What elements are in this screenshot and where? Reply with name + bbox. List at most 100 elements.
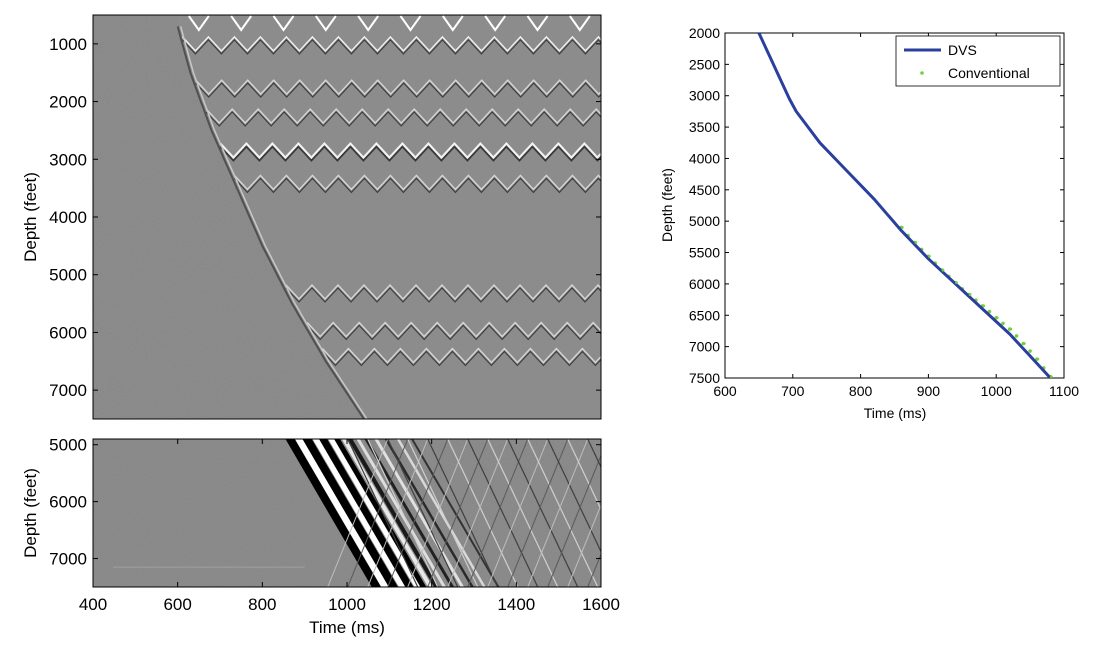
top-reflector-dark: [195, 82, 601, 98]
bottom-late-arrival: [367, 439, 439, 587]
right-panel-series: [757, 33, 1053, 378]
bottom-wavefront-stripe: [347, 439, 439, 587]
top-y-tick-label: 1000: [49, 35, 87, 54]
top-surface-chevron: [357, 15, 379, 32]
top-reflector-light: [205, 107, 601, 125]
bottom-late-arrival: [347, 439, 409, 587]
right-y-tick-label: 3500: [689, 119, 720, 135]
bottom-x-tick-label: 1400: [497, 595, 535, 614]
top-surface-chevron: [569, 15, 591, 32]
legend: DVS Conventional: [895, 35, 1061, 87]
top-reflector-light: [306, 321, 601, 338]
bottom-wavefront-stripe: [312, 439, 406, 587]
top-reflector-dark: [233, 177, 601, 194]
top-first-break-curve: [176, 26, 365, 419]
bottom-late-arrival: [347, 439, 419, 587]
bottom-wavefront-stripe: [341, 439, 433, 587]
right-y-tick-label: 4000: [689, 150, 720, 166]
top-reflector-light: [321, 347, 601, 364]
top-reflector-dark: [181, 39, 601, 55]
top-first-break-highlight: [179, 26, 368, 419]
bottom-late-arrival: [407, 439, 479, 587]
top-surface-chevron: [399, 15, 422, 32]
bottom-late-arrival: [467, 439, 539, 587]
conventional-point-overlay: [928, 254, 931, 258]
top-y-tick-label: 5000: [49, 266, 87, 285]
bottom-wavefront-stripe: [396, 439, 486, 587]
conventional-point: [1028, 349, 1032, 353]
conventional-point-overlay: [1050, 375, 1053, 378]
top-reflector-light: [181, 35, 601, 52]
conventional-point-overlay: [941, 268, 945, 272]
bottom-late-arrival: [327, 439, 389, 587]
conventional-point: [987, 309, 992, 314]
top-seismic-panel: 1000 2000 3000 4000 5000 6000 7000 Depth (feet…: [21, 14, 602, 420]
bottom-late-arrival: [447, 439, 509, 587]
bottom-late-arrival: [648, 439, 718, 587]
bottom-late-arrival: [527, 439, 589, 587]
dvs-line: [757, 33, 1052, 378]
top-surface-chevron: [230, 15, 252, 32]
right-x-ticks: 600 700 800 900 1000 1100: [713, 33, 1079, 399]
conventional-point-overlay: [968, 293, 972, 296]
right-y-tick-label: 3000: [689, 88, 720, 104]
bottom-late-arrival: [487, 439, 559, 587]
conventional-point-overlay: [995, 316, 999, 320]
right-panel-frame: [724, 32, 1065, 379]
right-y-ticks: 2000 2500 3000 3500 4000 4500 5000 5500 6000 6500…: [689, 25, 1064, 386]
conventional-point-overlay: [1022, 342, 1026, 345]
right-y-tick-label: 6500: [689, 307, 720, 323]
bottom-late-arrival: [567, 503, 601, 587]
bottom-wavefront-stripe: [285, 439, 382, 587]
bottom-x-tick-label: 400: [79, 595, 107, 614]
bottom-late-arrival: [487, 439, 549, 587]
conventional-point-overlay: [1009, 327, 1013, 331]
bottom-late-arrival: [407, 439, 469, 587]
conventional-point-overlay: [1036, 357, 1040, 361]
right-y-tick-label: 5500: [689, 245, 720, 261]
bottom-x-tick-label: 1000: [328, 595, 366, 614]
bottom-x-tick-label: 800: [248, 595, 276, 614]
bottom-late-arrival: [387, 439, 459, 587]
bottom-late-arrival: [668, 439, 738, 587]
bottom-late-arrival: [648, 439, 708, 587]
top-y-tick-label: 6000: [49, 323, 87, 342]
top-surface-chevron: [442, 15, 464, 32]
bottom-late-arrival: [567, 439, 601, 511]
top-surface-chevron: [188, 15, 210, 32]
legend-box: [895, 35, 1061, 87]
right-x-tick-label: 1000: [981, 383, 1012, 399]
bottom-wavefront-stripe: [356, 439, 447, 587]
bottom-wavefront-stripe: [295, 439, 390, 587]
conventional-point-overlay: [914, 241, 918, 244]
right-x-axis-label: Time (ms): [864, 405, 926, 421]
top-y-ticks: 1000 2000 3000 4000 5000 6000 7000: [49, 35, 601, 400]
bottom-x-tick-label: 600: [163, 595, 191, 614]
bottom-y-tick-label: 5000: [49, 436, 87, 455]
right-y-tick-label: 5000: [689, 213, 720, 229]
bottom-late-arrival: [427, 439, 499, 587]
top-y-tick-label: 3000: [49, 150, 87, 169]
bottom-late-arrival: [507, 439, 579, 587]
right-y-tick-label: 2500: [689, 56, 720, 72]
bottom-late-arrival: [628, 439, 698, 587]
top-y-tick-label: 4000: [49, 208, 87, 227]
right-x-tick-label: 700: [781, 383, 805, 399]
bottom-y-tick-label: 7000: [49, 550, 87, 569]
conventional-point-overlay: [955, 281, 958, 285]
bottom-late-arrival: [688, 439, 758, 587]
bottom-seismic-panel: 5000 6000 7000 400 600 800 1000 1200 1400 1600 D…: [21, 436, 758, 637]
top-surface-chevron: [526, 15, 549, 32]
top-surface-chevron: [484, 15, 506, 32]
right-x-tick-label: 1100: [1049, 383, 1079, 399]
right-x-tick-label: 900: [917, 383, 941, 399]
bottom-y-axis-label: Depth (feet): [21, 468, 40, 558]
bottom-late-arrival: [587, 552, 601, 587]
bottom-late-arrival: [467, 439, 529, 587]
bottom-late-arrival: [427, 439, 489, 587]
conventional-point-overlay: [982, 304, 986, 308]
right-x-tick-label: 800: [849, 383, 873, 399]
right-time-depth-panel: 2000 2500 3000 3500 4000 4500 5000 5500 6000 6500…: [659, 25, 1079, 421]
bottom-late-arrival: [547, 454, 601, 587]
